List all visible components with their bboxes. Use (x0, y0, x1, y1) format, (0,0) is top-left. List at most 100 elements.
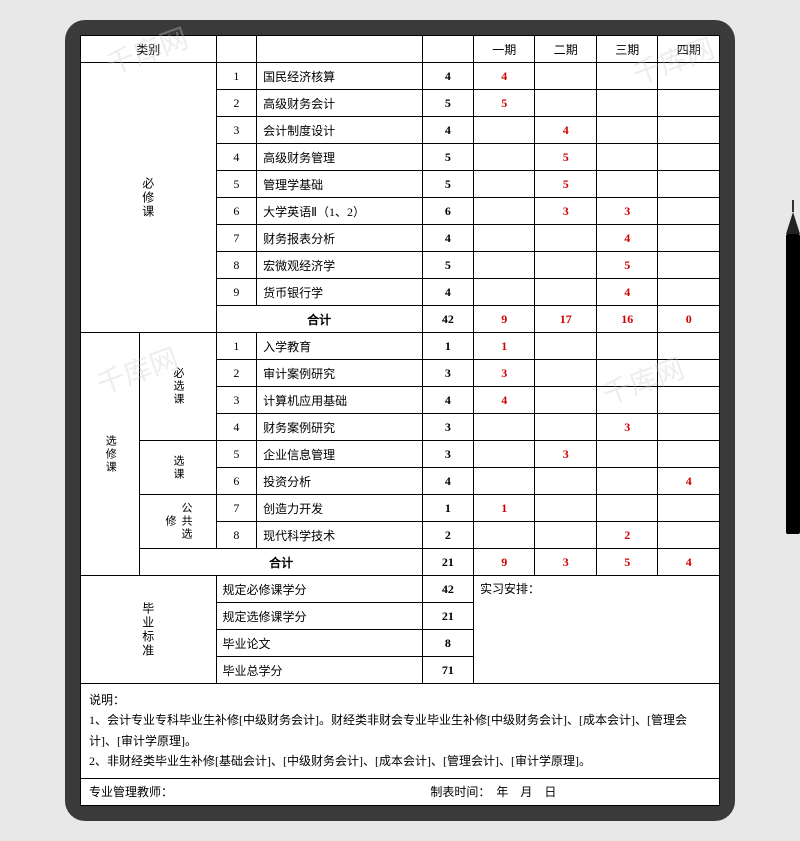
row-num: 8 (216, 252, 257, 279)
period-cell: 3 (596, 414, 658, 441)
credit: 5 (422, 144, 473, 171)
course-name: 计算机应用基础 (257, 387, 423, 414)
grad-val: 71 (422, 657, 473, 684)
credit: 4 (422, 387, 473, 414)
period-cell: 3 (596, 198, 658, 225)
period-cell: 5 (535, 171, 597, 198)
period-cell (658, 144, 720, 171)
course-name: 宏微观经济学 (257, 252, 423, 279)
period-cell (535, 63, 597, 90)
table-row: 毕业标准 规定必修课学分 42 实习安排： (81, 576, 720, 603)
period-cell: 4 (596, 279, 658, 306)
period-cell (596, 468, 658, 495)
period-cell (473, 117, 535, 144)
section-label-graduation: 毕业标准 (81, 576, 217, 684)
period-cell: 5 (473, 90, 535, 117)
period-cell (658, 63, 720, 90)
period-cell (535, 495, 597, 522)
credit: 3 (422, 441, 473, 468)
grad-item: 规定必修课学分 (216, 576, 422, 603)
course-name: 货币银行学 (257, 279, 423, 306)
period-cell (658, 495, 720, 522)
period-cell (658, 279, 720, 306)
footer-teacher: 专业管理教师： (81, 778, 423, 805)
period-cell: 4 (596, 225, 658, 252)
period-cell (535, 333, 597, 360)
period-cell (473, 279, 535, 306)
period-cell (596, 360, 658, 387)
period-cell (596, 171, 658, 198)
section-label-required: 必修课 (81, 63, 217, 333)
total-credit: 42 (422, 306, 473, 333)
period-cell (658, 117, 720, 144)
row-num: 6 (216, 468, 257, 495)
grad-item: 毕业论文 (216, 630, 422, 657)
period-cell (596, 144, 658, 171)
col-period-2: 二期 (535, 36, 597, 63)
footer-row: 专业管理教师： 制表时间： 年 月 日 (81, 778, 720, 805)
period-cell (658, 198, 720, 225)
period-cell (473, 198, 535, 225)
period-cell (535, 360, 597, 387)
period-cell (535, 414, 597, 441)
period-cell (473, 522, 535, 549)
row-num: 2 (216, 90, 257, 117)
course-name: 现代科学技术 (257, 522, 423, 549)
period-cell: 1 (473, 495, 535, 522)
table-row: 必修课 1 国民经济核算 4 4 (81, 63, 720, 90)
period-cell (596, 441, 658, 468)
credit: 1 (422, 333, 473, 360)
period-cell (658, 171, 720, 198)
total-cell: 9 (473, 306, 535, 333)
row-num: 5 (216, 441, 257, 468)
course-name: 会计制度设计 (257, 117, 423, 144)
table-row: 选修课 必选课 1入学教育11 (81, 333, 720, 360)
course-name: 审计案例研究 (257, 360, 423, 387)
row-num: 6 (216, 198, 257, 225)
period-cell (535, 522, 597, 549)
period-cell (596, 63, 658, 90)
practice-arrangement: 实习安排： (473, 576, 719, 684)
period-cell (596, 387, 658, 414)
total-cell: 3 (535, 549, 597, 576)
grad-item: 毕业总学分 (216, 657, 422, 684)
credit: 4 (422, 225, 473, 252)
row-num: 7 (216, 495, 257, 522)
period-cell (658, 333, 720, 360)
period-cell (473, 468, 535, 495)
period-cell (596, 90, 658, 117)
footer-date: 制表时间： 年 月 日 (422, 778, 719, 805)
row-num: 3 (216, 387, 257, 414)
credit: 2 (422, 522, 473, 549)
period-cell: 1 (473, 333, 535, 360)
period-cell: 4 (473, 387, 535, 414)
period-cell (535, 90, 597, 117)
credit: 4 (422, 63, 473, 90)
period-cell (658, 225, 720, 252)
credit: 4 (422, 117, 473, 144)
total-credit: 21 (422, 549, 473, 576)
credit: 3 (422, 414, 473, 441)
period-cell (658, 360, 720, 387)
course-name: 高级财务会计 (257, 90, 423, 117)
period-cell: 3 (535, 441, 597, 468)
row-num: 1 (216, 63, 257, 90)
notes-row: 说明： 1、会计专业专科毕业生补修[中级财务会计]。财经类非财会专业毕业生补修[… (81, 684, 720, 779)
col-period-4: 四期 (658, 36, 720, 63)
period-cell (473, 171, 535, 198)
total-label: 合计 (216, 306, 422, 333)
grad-val: 8 (422, 630, 473, 657)
period-cell (473, 252, 535, 279)
period-cell: 4 (535, 117, 597, 144)
course-name: 财务案例研究 (257, 414, 423, 441)
period-cell (473, 144, 535, 171)
sub-label-select: 选课 (140, 441, 216, 495)
credit: 5 (422, 252, 473, 279)
period-cell: 5 (535, 144, 597, 171)
row-num: 4 (216, 414, 257, 441)
course-name: 投资分析 (257, 468, 423, 495)
grad-val: 21 (422, 603, 473, 630)
period-cell (535, 468, 597, 495)
credit: 1 (422, 495, 473, 522)
period-cell: 4 (658, 468, 720, 495)
